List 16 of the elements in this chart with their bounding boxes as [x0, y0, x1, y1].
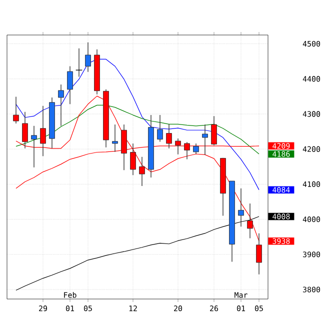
candlestick [76, 48, 82, 78]
candlestick [193, 143, 199, 154]
candlestick [247, 203, 253, 239]
candlestick [238, 188, 244, 228]
candlestick [202, 124, 208, 156]
line-series [16, 104, 260, 154]
candlestick [22, 112, 28, 149]
candlestick [31, 126, 37, 168]
candlestick [139, 156, 145, 186]
candlestick [13, 96, 19, 124]
candlestick [85, 42, 91, 72]
candlestick [157, 114, 163, 142]
candlestick [112, 124, 118, 152]
candlestick [67, 66, 73, 104]
candlestick [40, 106, 46, 156]
candlestick [58, 84, 64, 126]
